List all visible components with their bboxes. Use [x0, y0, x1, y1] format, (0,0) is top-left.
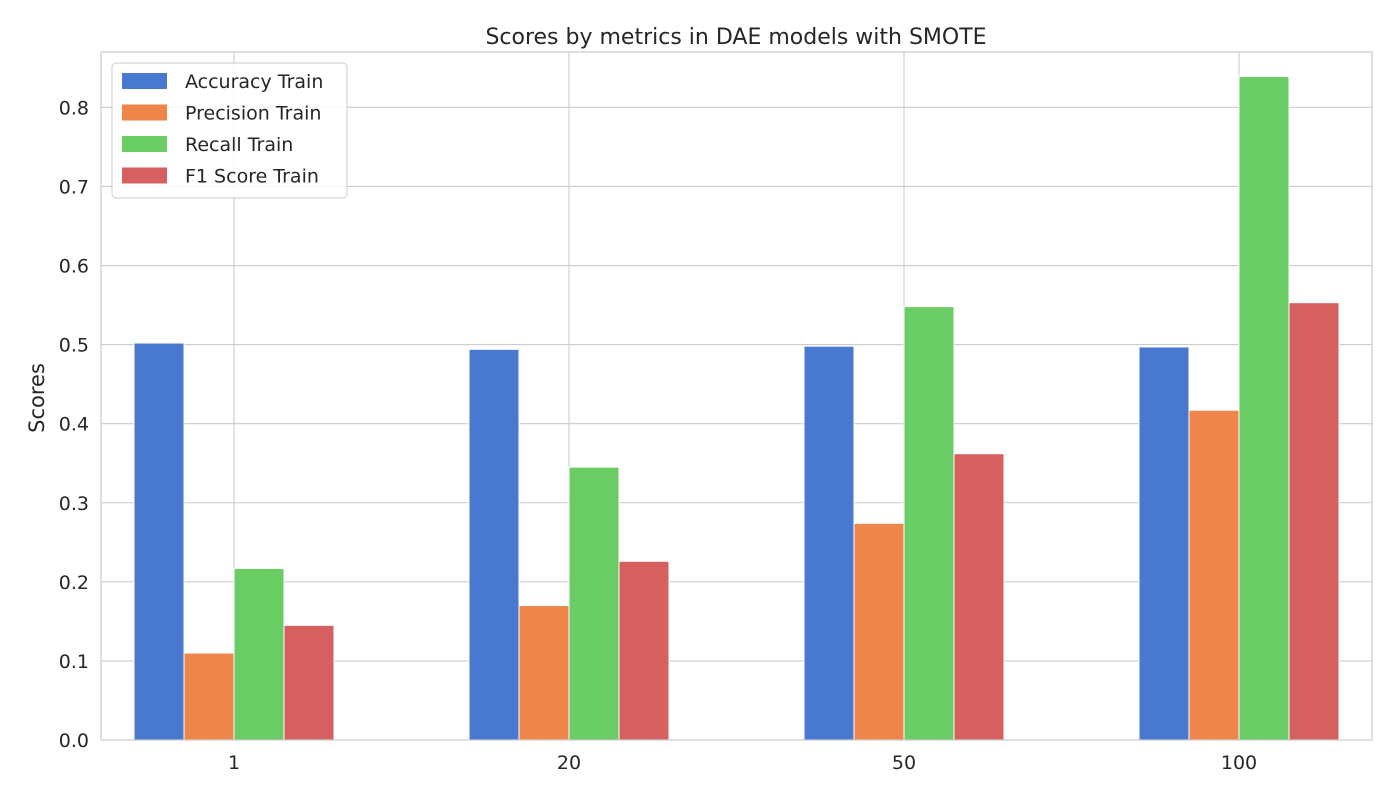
y-tick-label: 0.7	[59, 176, 89, 198]
bar-precision-train-100	[1188, 409, 1240, 741]
bar-recall-train-100	[1238, 76, 1290, 741]
bars	[133, 76, 1340, 741]
y-tick-label: 0.6	[59, 256, 89, 278]
bar-precision-train-1	[183, 652, 235, 741]
legend-swatch	[122, 104, 167, 121]
legend: Accuracy Train Precision Train Recall Trai…	[111, 62, 348, 199]
bar-accuracy-train-50	[803, 345, 855, 741]
y-tick-label: 0.1	[59, 651, 89, 673]
x-tick-labels: 1 20 50 100	[228, 752, 1257, 774]
y-axis-label: Scores	[25, 363, 49, 433]
legend-swatch	[122, 136, 167, 152]
bar-f1-score-train-1	[283, 624, 335, 741]
chart-title: Scores by metrics in DAE models with SMO…	[485, 25, 986, 50]
bar-accuracy-train-20	[468, 348, 520, 741]
x-tick-label: 50	[892, 752, 916, 774]
y-tick-label: 0.8	[59, 97, 89, 119]
y-tick-label: 0.4	[59, 414, 89, 436]
legend-label: Accuracy Train	[185, 71, 323, 93]
x-tick-label: 100	[1221, 752, 1257, 774]
bar-f1-score-train-100	[1288, 302, 1340, 741]
bar-precision-train-20	[518, 605, 570, 741]
legend-label: Recall Train	[185, 134, 293, 156]
plot-frame	[100, 51, 1373, 741]
bar-recall-train-1	[233, 567, 285, 741]
bar-precision-train-50	[853, 522, 905, 741]
y-tick-label: 0.2	[59, 572, 89, 594]
bar-f1-score-train-50	[953, 453, 1005, 741]
bar-recall-train-20	[568, 466, 620, 741]
y-tick-label: 0.3	[59, 493, 89, 515]
bar-f1-score-train-20	[618, 560, 670, 741]
legend-swatch	[122, 167, 167, 184]
y-tick-label: 0.0	[59, 730, 89, 752]
legend-label: F1 Score Train	[185, 166, 319, 188]
legend-box	[111, 62, 348, 199]
x-tick-label: 1	[228, 752, 240, 774]
y-tick-labels: 0.0 0.1 0.2 0.3 0.4 0.5 0.6 0.7 0.8	[59, 97, 89, 752]
bar-accuracy-train-1	[133, 342, 185, 741]
x-tick-label: 20	[557, 752, 581, 774]
bar-accuracy-train-100	[1138, 346, 1190, 741]
bar-recall-train-50	[903, 306, 955, 741]
legend-label: Precision Train	[185, 103, 321, 125]
legend-swatch	[122, 73, 167, 89]
y-tick-label: 0.5	[59, 335, 89, 357]
